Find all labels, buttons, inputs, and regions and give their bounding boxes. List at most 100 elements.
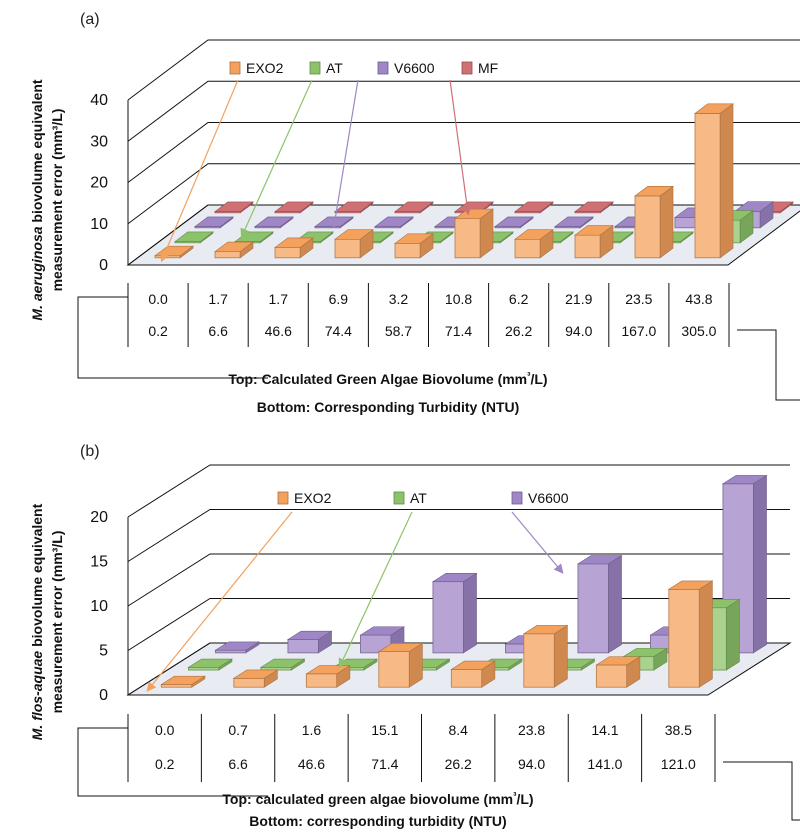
- table-cell-top: 38.5: [665, 722, 692, 738]
- table-cell-bottom: 26.2: [445, 756, 472, 772]
- bar-front: [274, 247, 301, 259]
- chart-panel-a: (a) 0 10 20 30 40 M. aeruginosa biovolume equi…: [29, 11, 800, 415]
- table-cell-bottom: 0.2: [148, 323, 168, 339]
- bar-top: [574, 201, 614, 212]
- bar-front: [523, 633, 555, 688]
- bar-top: [259, 658, 306, 668]
- bracket-top-row: [77, 727, 268, 797]
- bar-top: [359, 626, 406, 636]
- table-cell-bottom: 46.6: [265, 323, 292, 339]
- bar-v6600: [494, 216, 534, 229]
- bar-top: [274, 237, 314, 248]
- table-cell-top: 15.1: [371, 722, 398, 738]
- table-cell-top: 1.6: [302, 722, 322, 738]
- legend-label-mf: MF: [478, 60, 498, 76]
- table-cell-top: 14.1: [591, 722, 618, 738]
- bar-top: [214, 641, 261, 651]
- bar-mf: [334, 201, 374, 214]
- bar-front: [432, 581, 464, 654]
- bar-front: [394, 242, 421, 259]
- y-tick-label: 10: [90, 216, 108, 233]
- caption-bottom: Bottom: Corresponding Turbidity (NTU): [257, 399, 520, 415]
- legend-label-at: AT: [410, 490, 427, 506]
- table-cell-top: 0.0: [155, 722, 175, 738]
- bar-top: [286, 630, 333, 640]
- legend-label-exo2: EXO2: [294, 490, 332, 506]
- bar-front: [378, 651, 410, 688]
- bar-exo2: [522, 624, 569, 688]
- table-cell-top: 1.7: [208, 291, 228, 307]
- table-cell-top: 8.4: [448, 722, 468, 738]
- bar-mf: [214, 201, 254, 214]
- table-cell-top: 0.0: [148, 291, 168, 307]
- bar-exo2: [694, 103, 734, 259]
- table-cell-bottom: 167.0: [621, 323, 656, 339]
- y-tick-label: 5: [99, 643, 108, 660]
- panel-label: (b): [80, 443, 100, 460]
- bar-front: [454, 218, 481, 259]
- bar-top: [514, 229, 554, 240]
- bar-front: [694, 113, 721, 259]
- bar-top: [721, 475, 768, 485]
- bar-top: [576, 555, 623, 565]
- legend-arrow-exo2: [146, 511, 293, 692]
- bar-side: [726, 598, 740, 671]
- table-cell-bottom: 74.4: [325, 323, 352, 339]
- bar-top: [274, 201, 314, 212]
- bar-top: [174, 231, 214, 242]
- table-cell-top: 10.8: [445, 291, 472, 307]
- bar-front: [595, 664, 628, 688]
- bracket-bottom-row: [723, 761, 800, 821]
- bar-v6600: [374, 216, 414, 229]
- bar-side: [719, 103, 734, 259]
- bar-top: [554, 216, 594, 227]
- bar-top: [194, 216, 234, 227]
- bracket-bottom-row: [737, 329, 800, 401]
- table-cell-bottom: 46.6: [298, 756, 325, 772]
- table-cell-top: 1.7: [269, 291, 289, 307]
- bar-exo2: [232, 669, 279, 688]
- bar-top: [514, 201, 554, 212]
- table-cell-bottom: 26.2: [505, 323, 532, 339]
- bar-exo2: [394, 233, 434, 259]
- table-cell-top: 3.2: [389, 291, 409, 307]
- bar-exo2: [377, 642, 424, 688]
- y-tick-label: 40: [90, 92, 108, 109]
- bar-top: [634, 186, 674, 197]
- legend-swatch-at: [393, 491, 405, 505]
- caption-top: Top: Calculated Green Algae Biovolume (m…: [228, 371, 547, 388]
- bar-exo2: [334, 229, 374, 259]
- bar-top: [232, 669, 279, 679]
- bar-front: [450, 669, 483, 688]
- bar-exo2: [634, 185, 674, 259]
- gridline: [127, 509, 790, 562]
- table-cell-bottom: 71.4: [371, 756, 398, 772]
- bar-top: [694, 103, 734, 114]
- panel-label: (a): [80, 11, 100, 28]
- bar-front: [214, 251, 241, 259]
- bar-v6600: [214, 641, 261, 654]
- table-cell-top: 23.8: [518, 722, 545, 738]
- legend-swatch-exo2: [229, 61, 241, 75]
- bar-top: [187, 658, 233, 668]
- bar-at: [259, 658, 306, 671]
- table-cell-top: 6.9: [329, 291, 349, 307]
- legend-swatch-v6600: [377, 61, 389, 75]
- gridline: [127, 80, 800, 142]
- y-tick-label: 10: [90, 598, 108, 615]
- legend-arrow-v6600: [330, 79, 359, 229]
- table-cell-bottom: 0.2: [155, 756, 175, 772]
- y-tick-label: 15: [90, 554, 108, 571]
- legend-swatch-v6600: [511, 491, 523, 505]
- table-cell-top: 23.5: [625, 291, 652, 307]
- legend-swatch-at: [309, 61, 321, 75]
- y-tick-label: 0: [99, 687, 108, 704]
- legend-arrow-v6600: [511, 511, 564, 574]
- bar-v6600: [194, 216, 234, 229]
- bar-front: [287, 639, 319, 654]
- bar-top: [214, 201, 254, 212]
- bar-exo2: [305, 664, 351, 688]
- bar-side: [553, 624, 568, 688]
- bar-exo2: [274, 237, 314, 259]
